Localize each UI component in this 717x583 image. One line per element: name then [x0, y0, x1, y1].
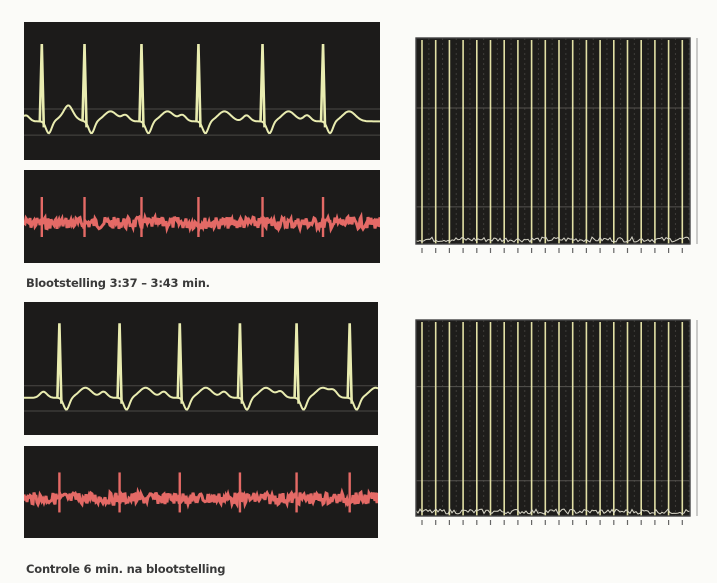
ecg-r-peak [195, 44, 202, 128]
ecg-r-peak [116, 323, 123, 404]
spectrum-control-svg [415, 319, 698, 525]
spectrum-noise-floor [415, 235, 691, 243]
emg-trace-control-svg [24, 472, 378, 513]
spectrum-exposure [400, 30, 700, 270]
emg-trace-exposure [24, 170, 380, 263]
ecg-baseline [24, 104, 380, 135]
spectrum-plot-area [416, 38, 690, 244]
emg-trace-control [24, 446, 378, 538]
ecg-r-peak [259, 44, 266, 128]
emg-trace-exposure-svg [24, 197, 380, 238]
emg-noise-band [24, 486, 378, 510]
ecg-r-peak [38, 44, 46, 128]
emg-noise-band [24, 211, 380, 235]
ecg-r-peak [81, 44, 88, 128]
caption-exposure: Blootstelling 3:37 – 3:43 min. [26, 276, 210, 290]
ecg-r-peak [176, 323, 184, 404]
ecg-trace-exposure [24, 22, 380, 160]
ecg-r-peak [346, 323, 353, 404]
ecg-trace-exposure-svg [24, 44, 380, 136]
spectrum-axis-frame [415, 319, 691, 517]
ecg-r-peak [138, 44, 145, 128]
spectrum-control [400, 312, 700, 542]
ecg-r-peak [236, 323, 244, 404]
ecg-baseline [24, 386, 378, 411]
spectrum-exposure-svg [415, 37, 698, 253]
ecg-r-peak [293, 323, 300, 404]
spectrum-noise-floor [415, 508, 690, 515]
ecg-trace-control-svg [24, 323, 378, 412]
ecg-trace-control [24, 302, 378, 435]
ecg-r-peak [319, 44, 327, 128]
spectrum-plot-area [416, 320, 690, 516]
caption-control: Controle 6 min. na blootstelling [26, 562, 226, 576]
ecg-r-peak [56, 323, 63, 404]
spectrum-axis-frame [415, 37, 691, 245]
